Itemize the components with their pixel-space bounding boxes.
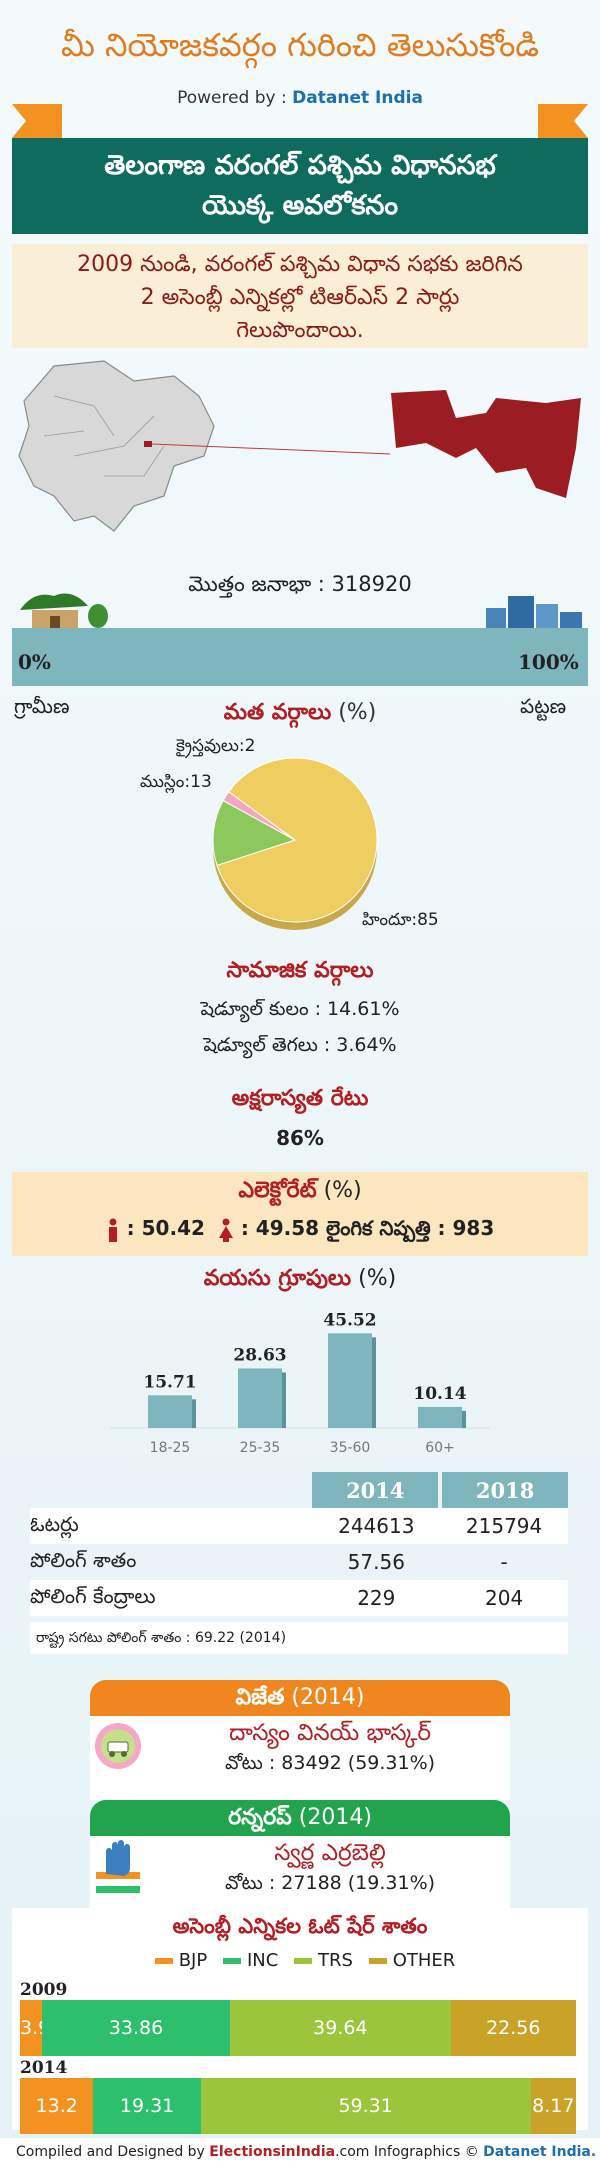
polling-table: 2014 2018 ఓటర్లు 244613 215794 పోలింగ్ శ… [30,1472,568,1616]
trs-party-logo-icon [95,1723,141,1769]
age-bar-25-35 [238,1368,282,1428]
powered-by: Powered by : Datanet India [177,88,423,108]
age-value-label: 28.63 [233,1345,286,1365]
pie-slice-hindu [216,757,378,923]
legend-swatch-inc [222,1958,241,1964]
age-value-label: 45.52 [323,1310,376,1330]
constituency-banner: తెలంగాణ వరంగల్ పశ్చిమ విధానసభ యొక్క అవలో… [12,138,588,234]
vote-share-segment-inc: 19.31 [93,2078,201,2134]
legend-swatch-trs [294,1958,313,1964]
pie-label-muslim: ముస్లిం:13 [140,772,212,792]
age-groups-bar-chart: 15.71 18-25 28.63 25-35 45.52 35-60 10.14 60+ [110,1310,490,1456]
scheduled-caste: షెడ్యూల్ కులం : 14.61% [200,998,400,1020]
datanet-footer-brand: Datanet India. [483,2144,597,2160]
vote-share-year-label: 2009 [20,1980,68,2000]
vote-share-segment-other: 22.56 [450,2000,576,2056]
literacy-title: అక్షరాస్యత రేటు [231,1086,369,1111]
legend-swatch-bjp [154,1958,173,1964]
pie-label-christian: క్రైస్తవులు:2 [176,736,256,756]
table-header-row: 2014 2018 [30,1472,568,1508]
winner-box [90,1716,510,1800]
age-value-label: 10.14 [413,1384,466,1404]
footer-credits: Compiled and Designed by ElectionsinIndi… [0,2138,600,2166]
table-row: పోలింగ్ కేంద్రాలు 229 204 [30,1580,568,1616]
city-buildings-icon [486,596,582,632]
religion-title: మత వర్గాలు (%) [223,700,377,725]
ribbon-right-icon [538,104,588,138]
vote-share-segment-bjp: 13.2 [20,2078,94,2134]
vote-share-segment-other: 8.17 [530,2078,576,2134]
electionsinindia-brand: ElectionsinIndia [209,2144,336,2160]
telangana-map-icon [18,360,215,532]
runnerup-votes: వోటు : 27188 (19.31%) [224,1872,436,1894]
electorate-box [12,1172,588,1256]
legend-inc: INC [246,1950,279,1971]
vote-share-segment-inc: 33.86 [41,2000,231,2056]
winner-header: విజేత (2014) [90,1680,510,1716]
scheduled-tribe: షెడ్యూల్ తెగలు : 3.64% [203,1034,397,1056]
age-value-label: 15.71 [143,1372,196,1392]
urban-percent: 100% [518,650,579,674]
banner-line2: యొక్క అవలోకనం [201,190,399,221]
pie-slice-christian [222,791,296,841]
age-bar-60+ [418,1406,462,1428]
rural-label: గ్రామీణ [14,694,70,718]
vote-share-title: అసెంబ్లీ ఎన్నికల ఓట్ షేర్ శాతం [172,1914,428,1938]
legend-swatch-other [368,1958,387,1964]
table-header-2018: 2018 [438,1472,568,1508]
age-category-label: 18-25 [150,1440,191,1456]
village-hut-icon [20,593,108,630]
urban-label: పట్టణ [520,694,567,718]
inc-hand-logo-icon [96,1840,140,1893]
electorate-title: ఎలెక్టోరేట్ (%) [238,1178,362,1203]
total-population: మొత్తం జనాభా : 318920 [188,572,412,596]
table-header-2014: 2014 [312,1472,441,1508]
winner-name: దాస్యం వినయ్ భాస్కర్ [229,1720,431,1746]
runnerup-name: స్వర్ణ ఎర్రబెల్లి [274,1840,386,1866]
vote-share-year-label: 2014 [20,2058,68,2078]
runnerup-header: రన్నరప్ (2014) [90,1800,510,1836]
legend-trs: TRS [318,1950,353,1971]
ribbon-left-icon [12,104,62,138]
map-pointer-icon [151,443,391,455]
age-bar-side [372,1337,376,1428]
legend-other: OTHER [392,1950,456,1971]
vote-share-legend: BJP INC TRS OTHER [0,1950,600,1971]
pie-slice-muslim [212,799,297,866]
vote-share-segment-bjp: 3.94 [20,2000,62,2056]
female-icon [218,1218,233,1242]
legend-bjp: BJP [178,1950,208,1971]
table-header-blank [30,1472,312,1508]
male-icon [108,1218,117,1242]
vote-share-segment-trs: 39.64 [230,2000,451,2056]
age-bar-side [192,1399,196,1428]
age-bar-18-25 [148,1395,192,1428]
age-category-label: 60+ [425,1440,455,1456]
winner-votes: వోటు : 83492 (59.31%) [224,1752,436,1774]
banner-line1: తెలంగాణ వరంగల్ పశ్చిమ విధానసభ [104,150,496,181]
vote-share-segment-trs: 59.31 [200,2078,531,2134]
electorate-split: : 50.42 : 49.58 లైంగిక నిష్పత్తి : 983 [0,1216,600,1245]
state-average-note: రాష్ట్ర సగటు పోలింగ్ శాతం : 69.22 (2014) [30,1622,568,1654]
pie-label-hindu: హిందూ:85 [362,910,439,930]
age-category-label: 35-60 [330,1440,371,1456]
table-row: పోలింగ్ శాతం 57.56 - [30,1547,508,1575]
social-groups-title: సామాజిక వర్గాలు [226,958,374,983]
runnerup-box [90,1836,510,1920]
age-bar-side [462,1410,466,1428]
datanet-logo-text: Datanet India [292,88,423,108]
urban-rural-bar [12,628,588,686]
intro-summary: 2009 నుండి, వరంగల్ పశ్చిమ విధాన సభకు జరి… [12,244,588,348]
rural-percent: 0% [18,650,51,674]
page-title: మీ నియోజకవర్గం గురించి తెలుసుకోండి [60,26,539,64]
age-bar-35-60 [328,1333,372,1428]
age-bar-side [282,1372,286,1428]
age-groups-title: వయసు గ్రూపులు (%) [203,1266,397,1291]
table-row: ఓటర్లు 244613 215794 [30,1508,568,1544]
constituency-map-icon [391,390,581,498]
religion-pie-chart [212,757,378,930]
literacy-value: 86% [276,1126,324,1150]
age-category-label: 25-35 [240,1440,281,1456]
